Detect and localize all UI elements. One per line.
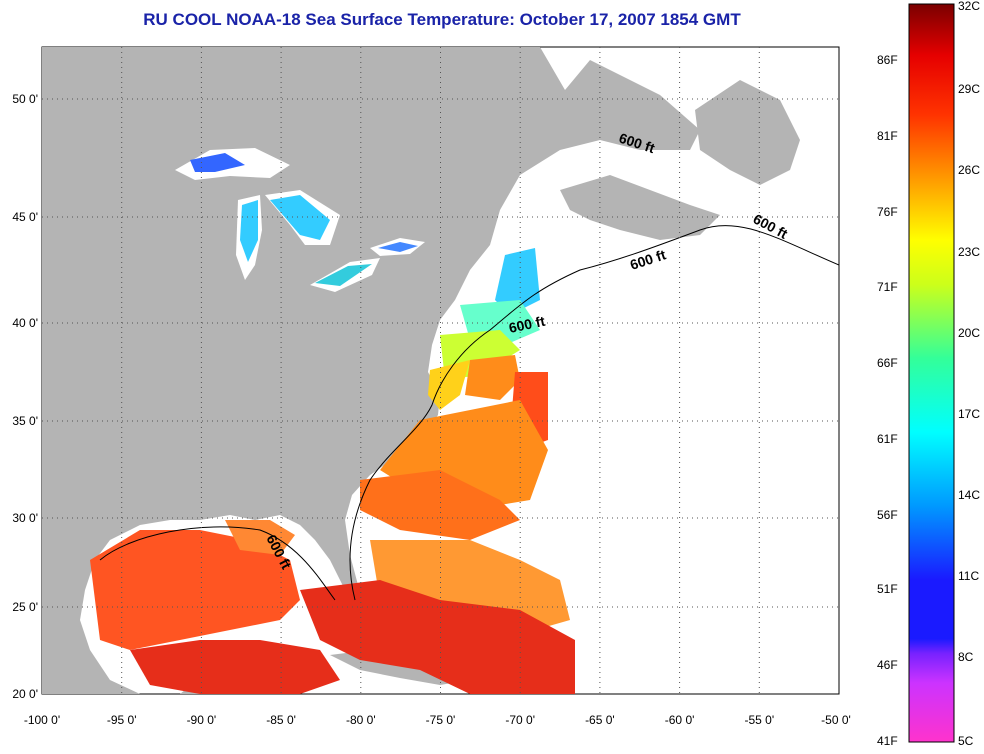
colorbar-f-label: 76F bbox=[877, 205, 898, 219]
colorbar-f-label: 56F bbox=[877, 508, 898, 522]
lon-tick-label: -50 0' bbox=[821, 713, 851, 727]
lat-tick-label: 25 0' bbox=[12, 600, 38, 614]
colorbar-c-label: 32C bbox=[958, 0, 980, 13]
lon-tick-label: -75 0' bbox=[426, 713, 456, 727]
colorbar-c-label: 29C bbox=[958, 82, 980, 96]
lat-tick-label: 45 0' bbox=[12, 210, 38, 224]
maritimes-land bbox=[560, 175, 720, 240]
colorbar-c-label: 14C bbox=[958, 488, 980, 502]
colorbar-f-label: 41F bbox=[877, 734, 898, 748]
colorbar-c-label: 11C bbox=[958, 569, 979, 583]
lon-tick-label: -55 0' bbox=[744, 713, 774, 727]
colorbar-f-label: 51F bbox=[877, 582, 898, 596]
colorbar-f-label: 46F bbox=[877, 658, 898, 672]
colorbar-f-label: 81F bbox=[877, 129, 898, 143]
colorbar-f-label: 66F bbox=[877, 356, 898, 370]
lat-tick-label: 40 0' bbox=[12, 316, 38, 330]
colorbar-c-label: 26C bbox=[958, 163, 980, 177]
colorbar-c-label: 8C bbox=[958, 650, 974, 664]
map-plot-area: 600 ft 600 ft 600 ft 600 ft 600 ft bbox=[41, 46, 840, 695]
newfoundland-land bbox=[695, 80, 800, 185]
colorbar-c-label: 23C bbox=[958, 245, 980, 259]
lon-tick-label: -60 0' bbox=[665, 713, 695, 727]
lon-tick-label: -85 0' bbox=[266, 713, 296, 727]
lat-tick-label: 50 0' bbox=[12, 92, 38, 106]
latitude-tick-labels: 50 0' 45 0' 40 0' 35 0' 30 0' 25 0' 20 0… bbox=[12, 92, 38, 701]
north-america-land bbox=[42, 47, 700, 694]
lon-tick-label: -100 0' bbox=[24, 713, 60, 727]
temperature-colorbar: 86F 81F 76F 71F 66F 61F 56F 51F 46F 41F … bbox=[877, 0, 980, 748]
map-title: RU COOL NOAA-18 Sea Surface Temperature:… bbox=[143, 10, 741, 29]
great-lakes bbox=[175, 148, 425, 292]
colorbar-c-label: 20C bbox=[958, 326, 980, 340]
colorbar-c-label: 5C bbox=[958, 734, 974, 748]
lat-tick-label: 35 0' bbox=[12, 414, 38, 428]
sst-data-layer bbox=[90, 248, 575, 694]
lon-tick-label: -80 0' bbox=[346, 713, 376, 727]
lon-tick-label: -95 0' bbox=[107, 713, 137, 727]
colorbar-c-label: 17C bbox=[958, 407, 980, 421]
lon-tick-label: -90 0' bbox=[187, 713, 217, 727]
colorbar-f-label: 61F bbox=[877, 432, 898, 446]
longitude-tick-labels: -100 0' -95 0' -90 0' -85 0' -80 0' -75 … bbox=[24, 713, 851, 727]
lon-tick-label: -65 0' bbox=[585, 713, 615, 727]
lon-tick-label: -70 0' bbox=[505, 713, 535, 727]
lat-tick-label: 30 0' bbox=[12, 511, 38, 525]
contour-label-600ft: 600 ft bbox=[507, 313, 546, 336]
colorbar-f-label: 71F bbox=[877, 280, 898, 294]
lat-tick-label: 20 0' bbox=[12, 687, 38, 701]
colorbar-f-label: 86F bbox=[877, 53, 898, 67]
colorbar-gradient bbox=[908, 3, 955, 743]
